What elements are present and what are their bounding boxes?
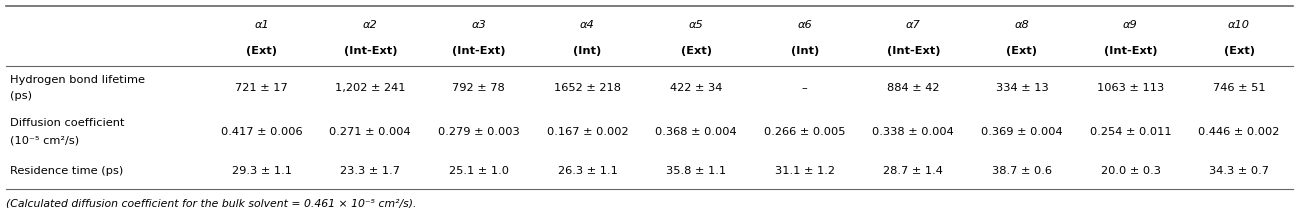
Text: (Int-Ext): (Int-Ext) <box>343 46 397 56</box>
Text: 884 ± 42: 884 ± 42 <box>886 83 940 93</box>
Text: 38.7 ± 0.6: 38.7 ± 0.6 <box>991 166 1052 176</box>
Text: 23.3 ± 1.7: 23.3 ± 1.7 <box>341 166 400 176</box>
Text: (Int): (Int) <box>791 46 819 56</box>
Text: α8: α8 <box>1015 20 1029 30</box>
Text: 1063 ± 113: 1063 ± 113 <box>1096 83 1164 93</box>
Text: (Int-Ext): (Int-Ext) <box>452 46 505 56</box>
Text: 26.3 ± 1.1: 26.3 ± 1.1 <box>557 166 617 176</box>
Text: (Ext): (Ext) <box>680 46 712 56</box>
Text: (Ext): (Ext) <box>246 46 277 56</box>
Text: 29.3 ± 1.1: 29.3 ± 1.1 <box>232 166 292 176</box>
Text: 721 ± 17: 721 ± 17 <box>236 83 288 93</box>
Text: 746 ± 51: 746 ± 51 <box>1213 83 1265 93</box>
Text: α9: α9 <box>1124 20 1138 30</box>
Text: (Calculated diffusion coefficient for the bulk solvent = 0.461 × 10⁻⁵ cm²/s).: (Calculated diffusion coefficient for th… <box>6 199 417 208</box>
Text: 0.368 ± 0.004: 0.368 ± 0.004 <box>656 127 737 137</box>
Text: 35.8 ± 1.1: 35.8 ± 1.1 <box>666 166 726 176</box>
Text: 1,202 ± 241: 1,202 ± 241 <box>336 83 406 93</box>
Text: (Ext): (Ext) <box>1007 46 1037 56</box>
Text: 0.446 ± 0.002: 0.446 ± 0.002 <box>1199 127 1279 137</box>
Text: (Int-Ext): (Int-Ext) <box>1104 46 1157 56</box>
Text: 0.279 ± 0.003: 0.279 ± 0.003 <box>438 127 520 137</box>
Text: 792 ± 78: 792 ± 78 <box>452 83 505 93</box>
Text: 0.254 ± 0.011: 0.254 ± 0.011 <box>1090 127 1172 137</box>
Text: Diffusion coefficient: Diffusion coefficient <box>10 119 124 129</box>
Text: α3: α3 <box>472 20 486 30</box>
Text: (Int): (Int) <box>573 46 601 56</box>
Text: 0.417 ± 0.006: 0.417 ± 0.006 <box>220 127 302 137</box>
Text: 31.1 ± 1.2: 31.1 ± 1.2 <box>775 166 835 176</box>
Text: 0.266 ± 0.005: 0.266 ± 0.005 <box>763 127 845 137</box>
Text: 0.167 ± 0.002: 0.167 ± 0.002 <box>547 127 629 137</box>
Text: α2: α2 <box>363 20 377 30</box>
Text: 0.338 ± 0.004: 0.338 ± 0.004 <box>872 127 954 137</box>
Text: α6: α6 <box>797 20 813 30</box>
Text: α5: α5 <box>688 20 704 30</box>
Text: α1: α1 <box>254 20 270 30</box>
Text: (ps): (ps) <box>10 91 32 101</box>
Text: (10⁻⁵ cm²/s): (10⁻⁵ cm²/s) <box>10 135 79 145</box>
Text: 422 ± 34: 422 ± 34 <box>670 83 722 93</box>
Text: Hydrogen bond lifetime: Hydrogen bond lifetime <box>10 74 145 84</box>
Text: –: – <box>802 83 807 93</box>
Text: α4: α4 <box>581 20 595 30</box>
Text: (Int-Ext): (Int-Ext) <box>886 46 940 56</box>
Text: 334 ± 13: 334 ± 13 <box>995 83 1048 93</box>
Text: α7: α7 <box>906 20 920 30</box>
Text: 0.271 ± 0.004: 0.271 ± 0.004 <box>329 127 411 137</box>
Text: 25.1 ± 1.0: 25.1 ± 1.0 <box>448 166 509 176</box>
Text: 34.3 ± 0.7: 34.3 ± 0.7 <box>1209 166 1269 176</box>
Text: 0.369 ± 0.004: 0.369 ± 0.004 <box>981 127 1063 137</box>
Text: 1652 ± 218: 1652 ± 218 <box>553 83 621 93</box>
Text: Residence time (ps): Residence time (ps) <box>10 166 123 176</box>
Text: 28.7 ± 1.4: 28.7 ± 1.4 <box>884 166 943 176</box>
Text: 20.0 ± 0.3: 20.0 ± 0.3 <box>1100 166 1160 176</box>
Text: (Ext): (Ext) <box>1223 46 1255 56</box>
Text: α10: α10 <box>1229 20 1251 30</box>
